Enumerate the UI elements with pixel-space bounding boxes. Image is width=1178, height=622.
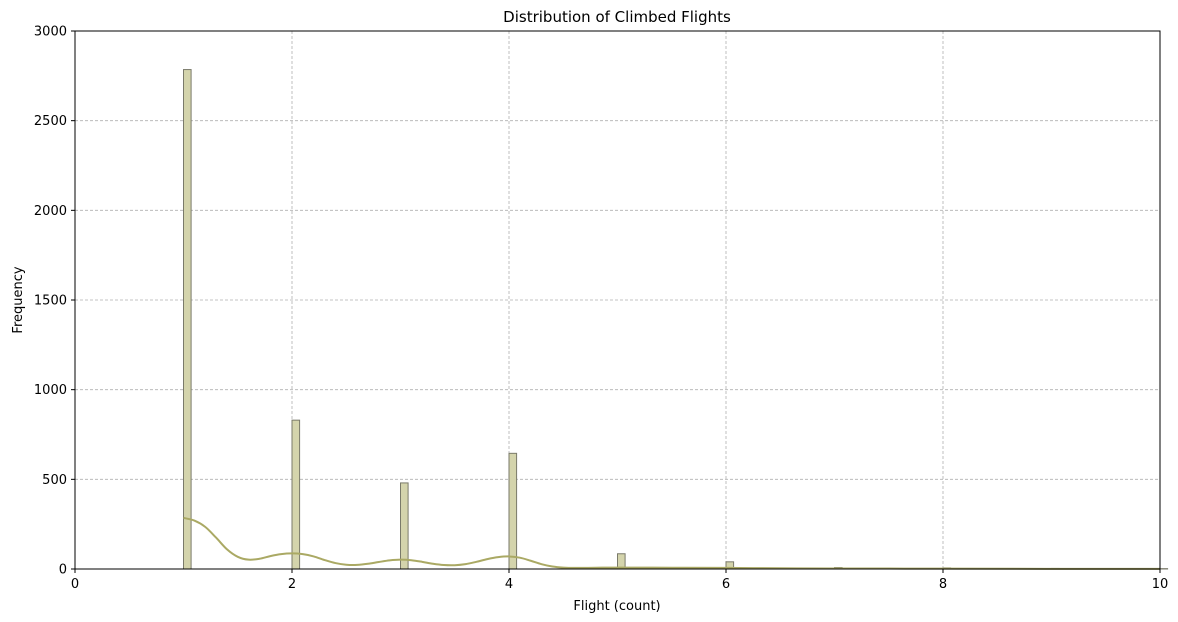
y-axis-label: Frequency [11,266,26,333]
x-tick-label: 10 [1152,577,1169,592]
y-tick-label: 1000 [34,383,67,398]
kde-curve [183,516,1161,570]
grid [74,30,1161,570]
x-tick-label: 6 [722,577,730,592]
histogram-bar [183,69,192,570]
kde-curve-group [183,516,1161,570]
histogram-bar [400,482,409,570]
chart-title: Distribution of Climbed Flights [503,8,731,26]
tick-labels: 0 2 4 6 8 10 0 500 1000 1500 2000 2500 3000 [34,25,1168,593]
y-tick-label: 0 [59,563,67,578]
histogram-bars [183,69,1169,570]
axes [71,30,1161,573]
histogram-bar [508,452,518,570]
x-axis-label: Flight (count) [573,599,660,614]
x-tick-label: 2 [288,577,296,592]
y-tick-label: 500 [42,473,67,488]
histogram-bar [291,419,301,570]
y-tick-label: 2500 [34,114,67,129]
x-tick-label: 8 [939,577,947,592]
x-tick-label: 4 [505,577,513,592]
x-tick-label: 0 [71,577,79,592]
y-tick-label: 3000 [34,25,67,40]
y-tick-label: 2000 [34,204,67,219]
y-tick-label: 1500 [34,294,67,309]
